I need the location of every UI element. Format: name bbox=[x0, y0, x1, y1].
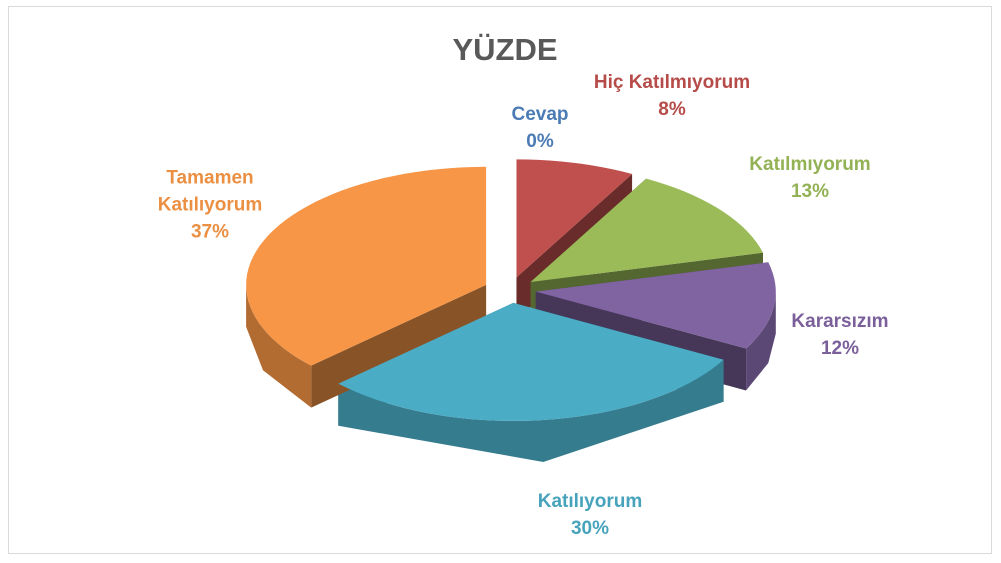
data-label: Cevap 0% bbox=[470, 101, 610, 155]
value-label: 30% bbox=[570, 518, 610, 539]
value-label: 8% bbox=[658, 99, 686, 120]
category-label: Tamamen Katılıyorum bbox=[157, 167, 263, 216]
value-label: 0% bbox=[526, 131, 554, 152]
category-label: Katılmıyorum bbox=[749, 154, 871, 175]
data-label: Hiç Katılmıyorum 8% bbox=[587, 69, 757, 123]
slice bbox=[516, 159, 633, 278]
data-label: Katılmıyorum 13% bbox=[725, 151, 895, 205]
value-label: 37% bbox=[190, 221, 230, 243]
slice bbox=[246, 166, 487, 366]
slice-tops bbox=[246, 159, 776, 421]
value-label: 12% bbox=[820, 338, 860, 359]
slice bbox=[530, 178, 763, 283]
slice-side bbox=[246, 284, 312, 408]
slice-side bbox=[338, 359, 724, 462]
data-label: Tamamen Katılıyorum 37% bbox=[135, 165, 285, 246]
chart-frame bbox=[8, 6, 992, 554]
slice-side bbox=[746, 291, 776, 391]
chart-title: YÜZDE bbox=[452, 32, 558, 67]
category-label: Hiç Katılmıyorum bbox=[593, 72, 751, 93]
slice bbox=[338, 302, 724, 421]
value-label: 13% bbox=[790, 181, 830, 202]
category-label: Kararsızım bbox=[791, 311, 889, 332]
data-label: Katılıyorum 30% bbox=[500, 488, 680, 542]
category-label: Katılıyorum bbox=[537, 491, 643, 512]
slice bbox=[535, 262, 776, 349]
category-label: Cevap bbox=[511, 104, 569, 125]
data-label: Kararsızım 12% bbox=[765, 308, 915, 362]
